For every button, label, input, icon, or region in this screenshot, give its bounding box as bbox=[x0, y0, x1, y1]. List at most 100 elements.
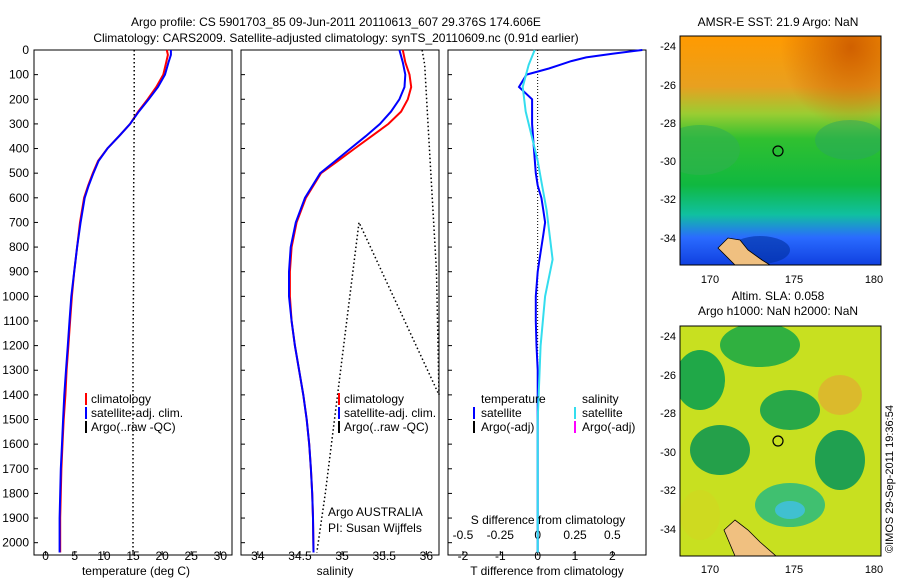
series-satellite bbox=[58, 50, 172, 553]
legend-s-satellite: satellite bbox=[582, 406, 623, 420]
depth-tick-label: 200 bbox=[9, 92, 29, 106]
depth-tick-label: 900 bbox=[9, 265, 29, 279]
legend-salinity: climatology satellite-adj. clim. Argo(..… bbox=[338, 392, 436, 434]
x-tick-label-secondary: -0.25 bbox=[487, 528, 515, 542]
lon-tick: 175 bbox=[785, 564, 803, 576]
x-tick-label: 35.5 bbox=[373, 549, 397, 563]
depth-tick-label: 1500 bbox=[2, 413, 29, 427]
x-tick-label: 2 bbox=[609, 549, 616, 563]
x-tick-label: 30 bbox=[214, 549, 228, 563]
x-tick-label-secondary: 0.25 bbox=[563, 528, 587, 542]
sst-map-title: AMSR-E SST: 21.9 Argo: NaN bbox=[698, 15, 859, 29]
depth-tick-label: 500 bbox=[9, 166, 29, 180]
legend-temperature-heading: temperature bbox=[481, 392, 546, 406]
series-argo bbox=[316, 49, 440, 553]
lon-tick: 180 bbox=[865, 564, 883, 576]
depth-tick-label: 1200 bbox=[2, 339, 29, 353]
sst-map bbox=[680, 36, 881, 265]
x-tick-label: 34 bbox=[251, 549, 265, 563]
imos-watermark: ©IMOS 29-Sep-2011 19:36:54 bbox=[884, 405, 896, 553]
lat-tick: -24 bbox=[660, 41, 676, 53]
annotation-pi: PI: Susan Wijffels bbox=[328, 521, 422, 535]
depth-tick-label: 1100 bbox=[3, 314, 29, 328]
x-tick-label: 15 bbox=[126, 549, 140, 563]
lat-tick: -24 bbox=[660, 331, 676, 343]
lon-tick: 170 bbox=[701, 274, 719, 286]
depth-axis: 0 100 200 300 400 500 600 700 800 900 1000 1100 1200… bbox=[2, 43, 452, 550]
lat-tick: -28 bbox=[660, 118, 676, 130]
argo-location-marker bbox=[772, 145, 784, 157]
x-axis-label-salinity: salinity bbox=[317, 564, 354, 578]
depth-tick-label: 1800 bbox=[2, 486, 29, 500]
x-tick-label: 10 bbox=[97, 549, 111, 563]
x-tick-label: 5 bbox=[71, 549, 78, 563]
new-zealand-coast bbox=[723, 519, 777, 556]
lon-tick: 175 bbox=[785, 274, 803, 286]
depth-tick-label: 1600 bbox=[2, 437, 29, 451]
sst-map-frame bbox=[679, 35, 882, 266]
x-tick-label: -2 bbox=[458, 549, 469, 563]
legend-argo: Argo(..raw -QC) bbox=[91, 420, 176, 434]
legend-t-satellite: satellite bbox=[481, 406, 522, 420]
lat-tick: -26 bbox=[660, 370, 676, 382]
series-climatology bbox=[288, 49, 413, 553]
x-tick-label: 1 bbox=[572, 549, 579, 563]
sla-map-axes: -24 -26 -28 -30 -32 -34 170 175 180 bbox=[660, 331, 883, 576]
temperature-panel: 0 5 10 15 20 25 30 bbox=[42, 49, 228, 563]
sla-map-subtitle: Argo h1000: NaN h2000: NaN bbox=[698, 304, 858, 318]
legend-temperature: climatology satellite-adj. clim. Argo(..… bbox=[85, 392, 183, 434]
lat-tick: -26 bbox=[660, 80, 676, 92]
depth-tick-label: 0 bbox=[22, 43, 29, 57]
x-tick-label: 35 bbox=[335, 549, 349, 563]
difference-panel: -2 -1 0 1 2-0.5 -0.25 0 0.25 0.5 bbox=[453, 49, 643, 563]
sla-map-title: Altim. SLA: 0.058 bbox=[732, 289, 825, 303]
salinity-panel-frame bbox=[240, 49, 440, 556]
x-tick-label: 20 bbox=[155, 549, 169, 563]
legend-argo: Argo(..raw -QC) bbox=[344, 420, 429, 434]
depth-tick-label: 1900 bbox=[2, 511, 29, 525]
x-tick-label: 0 bbox=[42, 549, 49, 563]
series-temperature-satellite bbox=[517, 49, 643, 553]
chart-title: Argo profile: CS 5901703_85 09-Jun-2011 … bbox=[131, 15, 541, 29]
depth-tick-label: 300 bbox=[9, 117, 29, 131]
lon-tick: 170 bbox=[701, 564, 719, 576]
x-tick-label: 0 bbox=[534, 549, 541, 563]
depth-tick-label: 1400 bbox=[2, 388, 29, 402]
legend-salinity-heading: salinity bbox=[582, 392, 619, 406]
series-satellite bbox=[288, 49, 407, 553]
difference-panel-frame bbox=[447, 49, 647, 556]
lat-tick: -28 bbox=[660, 408, 676, 420]
lat-tick: -30 bbox=[660, 156, 676, 168]
lat-tick: -30 bbox=[660, 447, 676, 459]
depth-tick-label: 1700 bbox=[2, 462, 29, 476]
new-zealand-coast bbox=[717, 237, 771, 265]
x-tick-label-secondary: 0.5 bbox=[604, 528, 621, 542]
depth-tick-label: 800 bbox=[9, 240, 29, 254]
legend-satellite: satellite-adj. clim. bbox=[91, 406, 183, 420]
sst-map-axes: -24 -26 -28 -30 -32 -34 170 175 180 bbox=[660, 41, 883, 286]
series-argo bbox=[132, 50, 135, 553]
x-tick-label: 34.5 bbox=[288, 549, 312, 563]
legend-difference: temperature salinity satellite Argo(-adj… bbox=[473, 392, 635, 434]
x-tick-label: 25 bbox=[185, 549, 199, 563]
lat-tick: -32 bbox=[660, 485, 676, 497]
argo-location-marker bbox=[772, 435, 784, 447]
series-climatology bbox=[59, 49, 169, 553]
depth-tick-label: 100 bbox=[9, 68, 29, 82]
lat-tick: -34 bbox=[660, 233, 676, 245]
depth-tick-label: 2000 bbox=[2, 536, 29, 550]
x-tick-label: -1 bbox=[495, 549, 506, 563]
legend-satellite: satellite-adj. clim. bbox=[344, 406, 436, 420]
depth-tick-label: 1000 bbox=[2, 289, 29, 303]
annotation-argo-australia: Argo AUSTRALIA bbox=[328, 505, 423, 519]
sla-map-frame bbox=[679, 325, 882, 557]
chart-subtitle: Climatology: CARS2009. Satellite-adjuste… bbox=[93, 31, 578, 45]
depth-tick-label: 1300 bbox=[2, 363, 29, 377]
legend-t-argo: Argo(-adj) bbox=[481, 420, 534, 434]
legend-climatology: climatology bbox=[91, 392, 151, 406]
x-axis-label-temperature: temperature (deg C) bbox=[82, 564, 190, 578]
depth-tick-label: 700 bbox=[9, 215, 29, 229]
depth-tick-label: 600 bbox=[9, 191, 29, 205]
depth-tick-label: 400 bbox=[9, 142, 29, 156]
